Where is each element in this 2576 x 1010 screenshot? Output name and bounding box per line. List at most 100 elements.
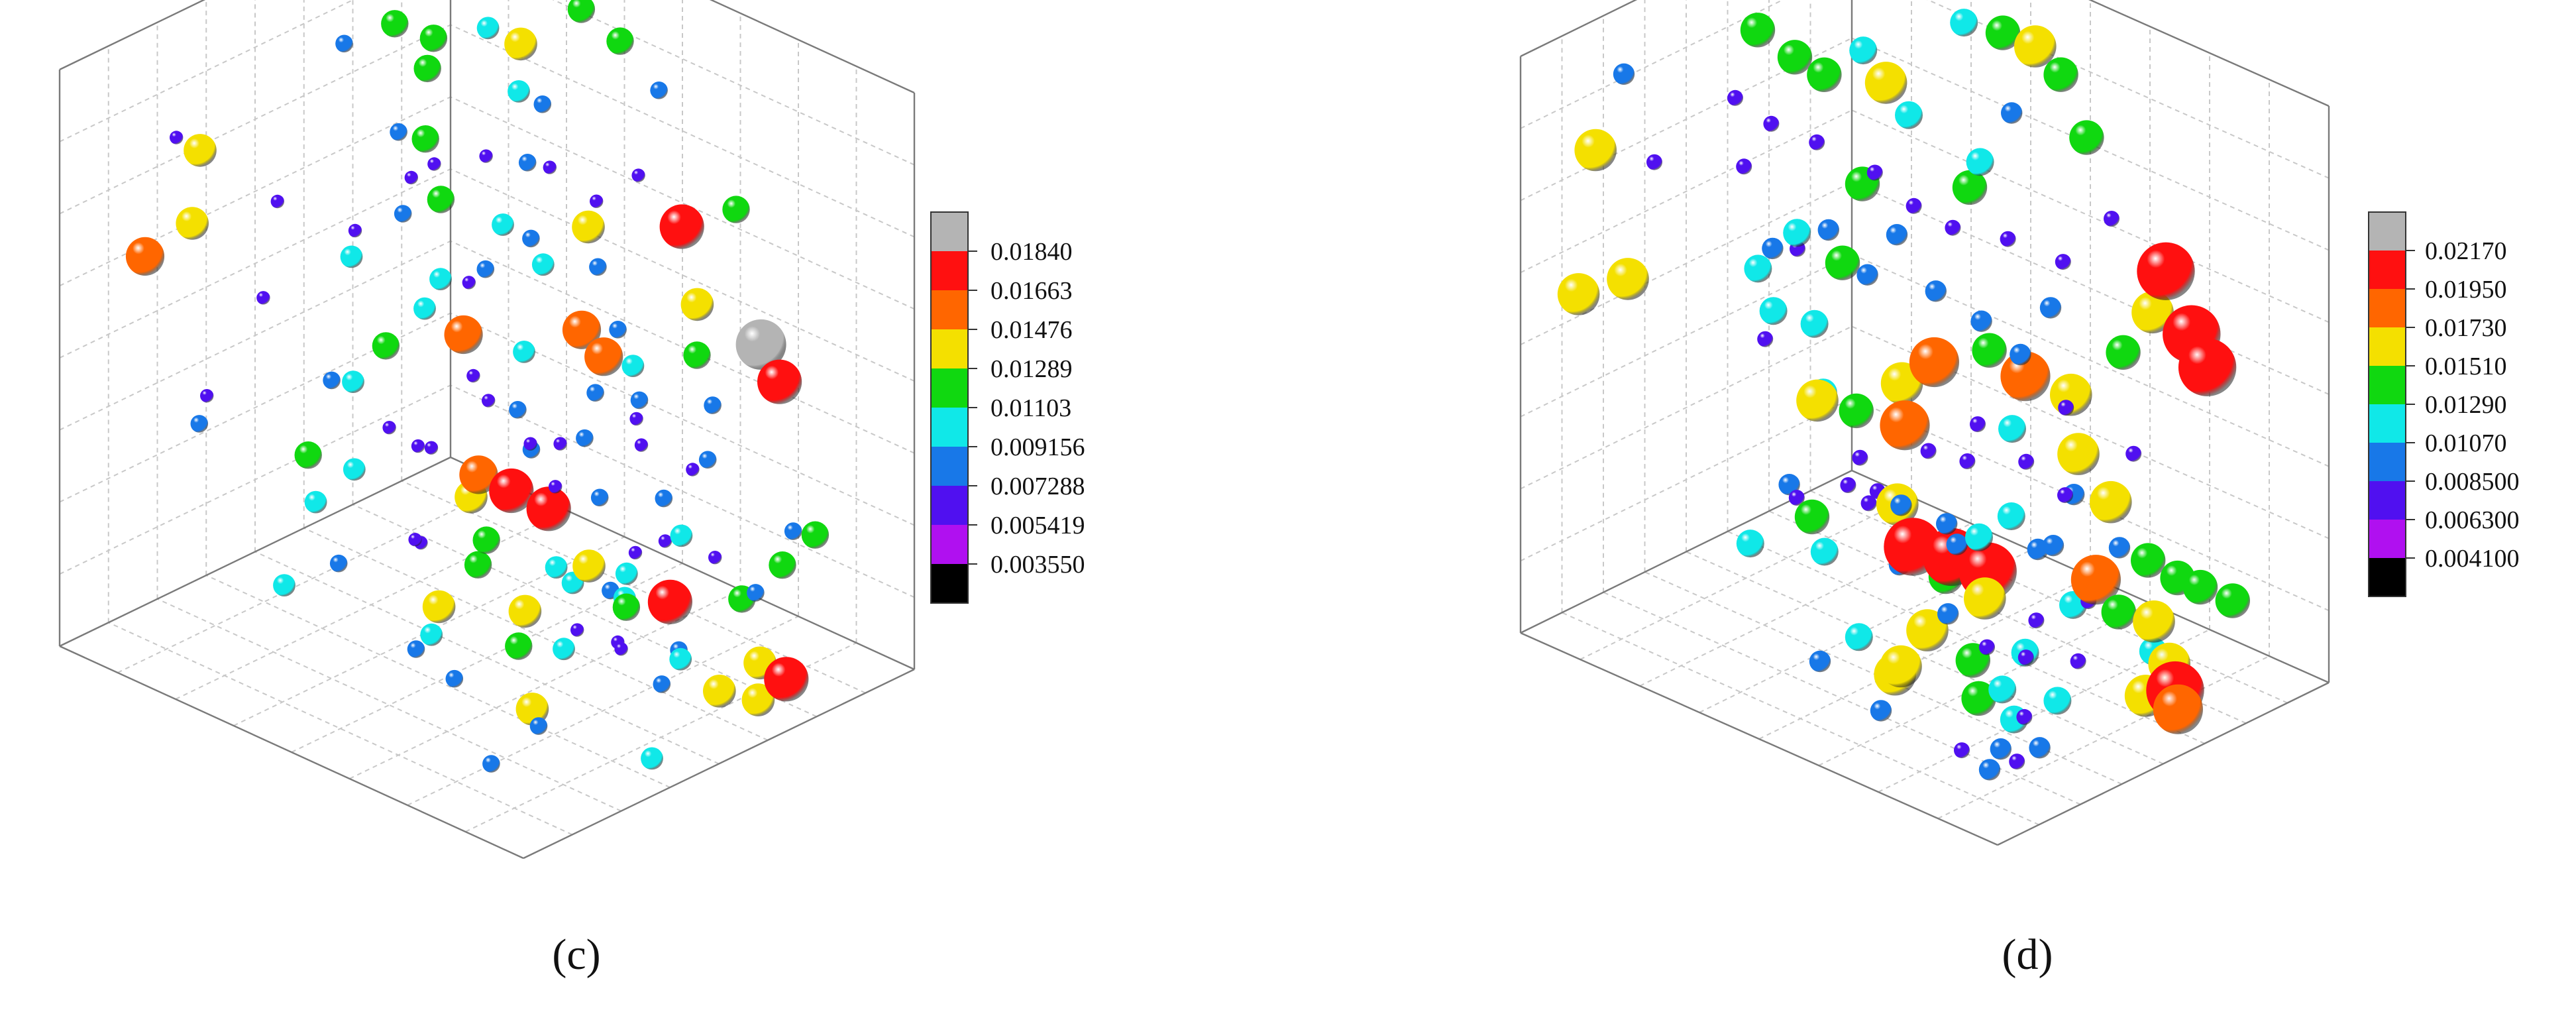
colorbar-tick-label: 0.009156: [991, 433, 1085, 461]
data-bubble: [2042, 535, 2065, 557]
data-bubble: [1763, 115, 1780, 132]
data-bubble: [476, 260, 495, 278]
data-bubble: [170, 131, 184, 144]
colorbar-swatch: [931, 212, 968, 252]
gridline-floor: [117, 483, 509, 673]
data-bubble: [420, 623, 443, 646]
data-bubble: [735, 319, 786, 370]
data-bubble: [686, 463, 700, 477]
data-bubble: [1985, 15, 2021, 50]
colorbar-tick-label: 0.006300: [2425, 506, 2520, 534]
data-bubble: [533, 95, 552, 113]
data-bubble: [680, 288, 714, 321]
gridline-side-wall: [450, 240, 915, 454]
colorbar-swatch: [2369, 404, 2406, 443]
gridline-side-wall: [1926, 0, 2330, 179]
axis-edge: [59, 456, 451, 647]
data-bubble: [1905, 197, 1922, 214]
data-bubble: [584, 337, 623, 376]
colorbar-tick-label: 0.01950: [2425, 276, 2507, 304]
colorbar-swatch: [2369, 289, 2406, 328]
data-bubble: [482, 755, 500, 773]
gridline-floor: [1758, 576, 2091, 740]
data-bubble: [769, 551, 796, 579]
data-bubble: [1646, 154, 1662, 170]
data-bubble: [1794, 499, 1830, 535]
data-bubble: [479, 149, 493, 163]
data-bubble: [1970, 416, 1986, 433]
data-bubble: [444, 315, 483, 355]
data-bubble: [2058, 400, 2074, 416]
data-bubble: [570, 623, 584, 637]
data-bubble: [1736, 530, 1764, 558]
data-bubble: [1864, 62, 1907, 104]
data-bubble: [1964, 577, 2006, 620]
data-bubble: [655, 489, 673, 508]
data-bubble: [590, 488, 609, 507]
data-bubble: [1937, 603, 1959, 625]
data-bubble: [634, 438, 649, 452]
data-bubble: [2010, 343, 2031, 366]
gridline-back-wall: [1520, 0, 1784, 129]
data-bubble: [1744, 254, 1772, 283]
gridline-floor: [1937, 655, 2270, 819]
data-bubble: [526, 486, 571, 532]
colorbar-c: 0.01840 0.01663 0.01476 0.01289 0.01103 0.009…: [930, 211, 1085, 604]
data-bubble: [757, 359, 802, 404]
colorbar-tick-label: 0.01290: [2425, 391, 2507, 419]
data-bubble: [381, 10, 409, 38]
gridline-floor: [157, 598, 621, 812]
data-bubble: [184, 134, 217, 167]
data-bubble: [2000, 351, 2051, 402]
colorbar-tick-label: 0.01289: [991, 355, 1073, 383]
axis-edge: [1997, 681, 2330, 846]
colorbar-swatch: [2369, 366, 2406, 405]
data-bubble: [2028, 612, 2045, 629]
data-bubble: [1946, 533, 1968, 555]
data-bubble: [2101, 594, 2136, 630]
data-bubble: [1909, 337, 1959, 388]
gridline-floor: [108, 622, 573, 836]
axis-edge: [1520, 0, 1638, 58]
data-bubble: [476, 17, 500, 40]
data-bubble: [2070, 555, 2121, 605]
data-bubble: [698, 451, 717, 469]
data-bubble: [2070, 653, 2086, 669]
gridline-floor: [352, 504, 817, 718]
data-bubble: [1740, 13, 1776, 48]
data-bubble: [2039, 297, 2062, 319]
data-bubble: [2001, 102, 2023, 124]
colorbar-tick-label: 0.01840: [991, 238, 1073, 266]
gridline-back-wall: [1520, 37, 1852, 201]
data-bubble: [1895, 101, 1923, 129]
data-bubble: [683, 341, 711, 369]
gridline-floor: [407, 616, 799, 806]
data-bubble: [1809, 650, 1831, 673]
data-bubble: [1607, 258, 1649, 300]
data-bubble: [1990, 738, 2012, 760]
colorbar-swatch: [2369, 558, 2406, 597]
gridline-back-wall: [1520, 109, 1852, 274]
data-bubble: [1925, 280, 1947, 302]
data-bubble: [492, 213, 514, 236]
data-bubble: [256, 291, 270, 305]
axis-edge: [1520, 632, 1998, 846]
data-bubble: [2133, 600, 2175, 643]
data-bubble: [429, 268, 452, 290]
data-bubble: [1778, 474, 1800, 496]
data-bubble: [1777, 40, 1813, 75]
gridline-side-wall: [450, 384, 915, 598]
colorbar-tick-label: 0.01476: [991, 316, 1073, 344]
axis-edge: [2088, 0, 2330, 107]
data-bubble: [1757, 331, 1774, 347]
colorbar-tick-label: 0.02170: [2425, 237, 2507, 265]
data-bubble: [658, 534, 672, 548]
data-bubble: [2018, 453, 2035, 470]
data-bubble: [1809, 134, 1825, 150]
data-bubble: [413, 54, 441, 83]
colorbar-swatch: [2369, 212, 2406, 251]
colorbar-swatch: [2369, 327, 2406, 366]
data-bubble: [2108, 537, 2131, 559]
data-bubble: [1762, 237, 1784, 260]
data-bubble: [1886, 224, 1908, 246]
